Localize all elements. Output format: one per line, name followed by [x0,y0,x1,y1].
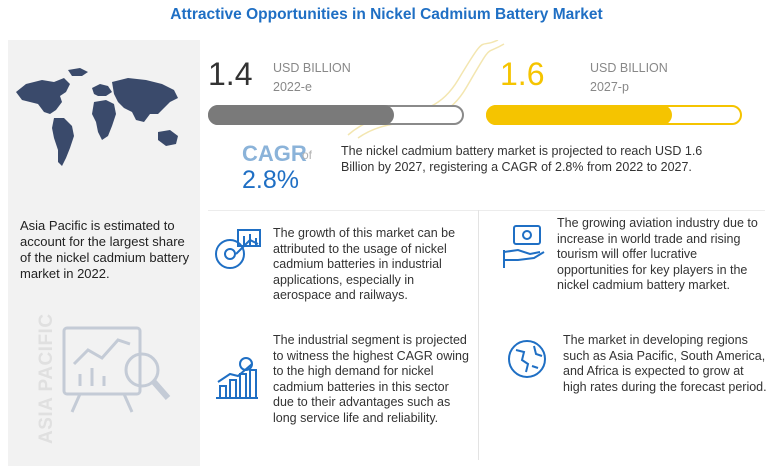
cagr-of: of [302,148,313,162]
globe-icon [508,340,546,378]
value-2022: 1.4 [208,56,253,92]
insight-3-text: The industrial segment is projected to w… [273,333,469,425]
industrial-applications-icon [215,229,261,269]
cagr-label: CAGR [242,141,307,166]
section-divider [208,210,765,211]
insight-2-text: The growing aviation industry due to inc… [557,216,758,292]
region-insight-text: Asia Pacific is estimated to account for… [20,218,190,281]
year-2022: 2022-e [273,80,312,94]
value-2027: 1.6 [500,56,545,92]
analytics-board-icon [62,326,171,413]
growth-chart-icon [216,357,258,399]
year-2027: 2027-p [590,80,629,94]
cagr-value: 2.8% [242,166,299,194]
region-vertical-label: ASIA PACIFIC [36,313,57,444]
insight-4-text: The market in developing regions such as… [563,333,767,394]
cagr-description: The nickel cadmium battery market is pro… [341,144,703,174]
page-title: Attractive Opportunities in Nickel Cadmi… [170,6,603,23]
bar-2022 [208,105,394,125]
world-map-icon [16,68,178,166]
bar-2027 [486,105,672,125]
column-divider [478,210,479,460]
unit-2022: USD BILLION [273,61,351,75]
money-hand-icon [503,225,545,268]
unit-2027: USD BILLION [590,61,668,75]
insight-1-text: The growth of this market can be attribu… [273,226,456,302]
